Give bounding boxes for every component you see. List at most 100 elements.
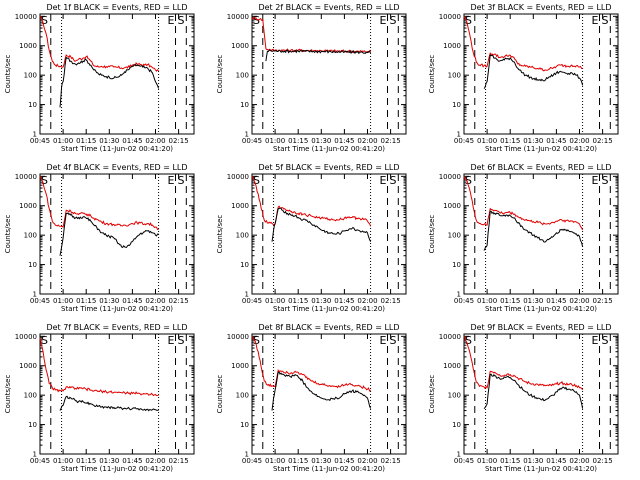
lld-series-line — [463, 336, 584, 391]
start-marker: S — [41, 14, 48, 27]
x-tick-label: 02:00 — [569, 297, 589, 305]
x-axis-title: Start Time (11-Jun-02 00:41:20) — [273, 305, 385, 313]
x-tick-label: 01:30 — [523, 297, 543, 305]
panel-title: Det 1f BLACK = Events, RED = LLD — [46, 3, 187, 12]
start-marker: S — [465, 174, 472, 187]
y-tick-label: 1 — [33, 451, 37, 459]
y-tick-label: 10000 — [439, 173, 461, 181]
events-series-line — [483, 373, 584, 409]
x-tick-label: 00:45 — [30, 297, 50, 305]
x-tick-label: 02:15 — [169, 457, 189, 465]
y-tick-label: 100 — [236, 392, 249, 400]
x-tick-label: 01:00 — [53, 457, 73, 465]
saa-marker: S — [178, 334, 185, 347]
panel-1: Det 1f BLACK = Events, RED = LLD 1 10 100 10… — [4, 3, 195, 153]
y-tick-label: 10000 — [227, 333, 249, 341]
end-marker: E — [168, 14, 175, 27]
x-tick-label: 01:30 — [523, 457, 543, 465]
x-tick-label: 01:00 — [265, 457, 285, 465]
plot-frame — [39, 333, 195, 455]
panel-8: Det 8f BLACK = Events, RED = LLD 1 10 100 10… — [216, 323, 407, 473]
saa-marker: S — [602, 14, 609, 27]
x-axis-title: Start Time (11-Jun-02 00:41:20) — [485, 465, 597, 473]
x-axis-title: Start Time (11-Jun-02 00:41:20) — [273, 465, 385, 473]
panel-6: Det 6f BLACK = Events, RED = LLD 1 10 100 10… — [428, 163, 619, 313]
y-tick-label: 100 — [24, 232, 37, 240]
y-axis-title: Counts/sec — [428, 215, 436, 254]
x-axis-title: Start Time (11-Jun-02 00:41:20) — [273, 145, 385, 153]
y-tick-label: 100 — [24, 392, 37, 400]
y-tick-label: 1 — [457, 291, 461, 299]
x-axis-title: Start Time (11-Jun-02 00:41:20) — [61, 305, 173, 313]
x-tick-label: 01:45 — [122, 457, 142, 465]
panel-9: Det 9f BLACK = Events, RED = LLD 1 10 100 10… — [428, 323, 619, 473]
x-tick-label: 01:15 — [500, 457, 520, 465]
x-tick-label: 01:45 — [546, 297, 566, 305]
events-series-line — [265, 49, 371, 62]
x-axis-title: Start Time (11-Jun-02 00:41:20) — [61, 145, 173, 153]
end-marker: E — [168, 174, 175, 187]
y-tick-label: 10000 — [15, 173, 37, 181]
y-tick-label: 1 — [457, 451, 461, 459]
y-tick-label: 100 — [448, 392, 461, 400]
start-marker: S — [253, 14, 260, 27]
saa-marker: S — [602, 174, 609, 187]
y-tick-label: 10000 — [15, 333, 37, 341]
y-tick-label: 10000 — [227, 13, 249, 21]
y-tick-label: 100 — [236, 232, 249, 240]
y-tick-label: 10 — [240, 101, 249, 109]
plot-frame — [39, 173, 195, 295]
y-tick-label: 100 — [236, 72, 249, 80]
y-tick-label: 1000 — [19, 42, 37, 50]
y-axis-title: Counts/sec — [428, 375, 436, 414]
y-axis-title: Counts/sec — [216, 215, 224, 254]
start-marker: S — [465, 14, 472, 27]
plot-frame — [251, 333, 407, 455]
x-tick-label: 01:45 — [546, 457, 566, 465]
events-series-line — [59, 212, 159, 256]
x-tick-label: 02:15 — [381, 297, 401, 305]
x-tick-label: 02:15 — [169, 137, 189, 145]
end-marker: E — [380, 334, 387, 347]
lld-series-line — [39, 337, 159, 397]
panel-title: Det 4f BLACK = Events, RED = LLD — [46, 163, 187, 172]
lld-series-line — [251, 175, 372, 227]
lld-series-line — [251, 16, 371, 54]
x-tick-label: 01:30 — [99, 457, 119, 465]
lld-series-line — [39, 176, 159, 231]
y-tick-label: 1000 — [19, 362, 37, 370]
x-tick-label: 01:45 — [334, 457, 354, 465]
x-tick-label: 01:30 — [99, 137, 119, 145]
panel-5: Det 5f BLACK = Events, RED = LLD 1 10 100 10… — [216, 163, 407, 313]
x-axis-title: Start Time (11-Jun-02 00:41:20) — [485, 305, 597, 313]
y-tick-label: 1 — [245, 451, 249, 459]
lld-series-line — [463, 176, 584, 231]
y-tick-label: 100 — [448, 232, 461, 240]
panel-2: Det 2f BLACK = Events, RED = LLD 1 10 100 10… — [216, 3, 407, 153]
lld-series-line — [251, 336, 371, 392]
start-marker: S — [253, 334, 260, 347]
y-tick-label: 1000 — [443, 202, 461, 210]
x-axis-title: Start Time (11-Jun-02 00:41:20) — [61, 465, 173, 473]
x-tick-label: 00:45 — [242, 297, 262, 305]
x-tick-label: 01:45 — [122, 137, 142, 145]
y-tick-label: 1 — [33, 291, 37, 299]
x-tick-label: 01:15 — [288, 297, 308, 305]
panel-title: Det 9f BLACK = Events, RED = LLD — [470, 323, 611, 332]
saa-marker: S — [602, 334, 609, 347]
saa-marker: S — [390, 14, 397, 27]
x-tick-label: 01:00 — [477, 137, 497, 145]
events-series-line — [483, 54, 584, 89]
saa-marker: S — [390, 174, 397, 187]
x-tick-label: 00:45 — [454, 137, 474, 145]
y-tick-label: 10 — [452, 101, 461, 109]
panel-title: Det 5f BLACK = Events, RED = LLD — [258, 163, 399, 172]
events-series-line — [483, 210, 584, 251]
x-tick-label: 01:45 — [122, 297, 142, 305]
x-tick-label: 00:45 — [30, 137, 50, 145]
x-tick-label: 02:15 — [593, 137, 613, 145]
y-tick-label: 10 — [240, 261, 249, 269]
panel-title: Det 3f BLACK = Events, RED = LLD — [470, 3, 611, 12]
plot-frame — [39, 13, 195, 135]
panel-title: Det 7f BLACK = Events, RED = LLD — [46, 323, 187, 332]
